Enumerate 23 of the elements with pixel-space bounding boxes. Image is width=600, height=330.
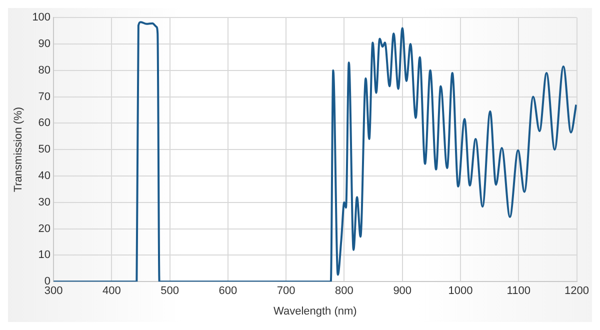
y-tick-label: 0 <box>44 276 51 288</box>
y-tick-label: 50 <box>38 144 51 156</box>
y-tick-label: 100 <box>32 12 51 24</box>
x-axis-title: Wavelength (nm) <box>273 305 357 318</box>
x-tick-label: 1100 <box>506 285 530 298</box>
x-tick-label: 1200 <box>564 285 590 298</box>
x-tick-label: 500 <box>160 285 179 298</box>
x-tick-label: 1000 <box>448 285 473 298</box>
y-tick-label: 40 <box>38 170 51 182</box>
x-tick-label: 700 <box>276 285 296 298</box>
y-tick-label: 80 <box>38 64 51 76</box>
y-tick-label: 10 <box>38 249 51 262</box>
y-axis-title: Transmission (%) <box>12 107 25 192</box>
x-tick-label: 800 <box>335 285 354 298</box>
x-tick-label: 900 <box>393 285 412 298</box>
y-tick-label: 30 <box>38 196 51 208</box>
x-tick-label: 400 <box>102 285 121 298</box>
y-tick-label: 90 <box>38 38 51 50</box>
y-tick-label: 20 <box>38 222 51 235</box>
y-tick-label: 60 <box>38 117 51 130</box>
x-tick-label: 300 <box>44 285 63 298</box>
y-tick-label: 70 <box>38 90 51 103</box>
x-tick-label: 600 <box>218 285 238 298</box>
